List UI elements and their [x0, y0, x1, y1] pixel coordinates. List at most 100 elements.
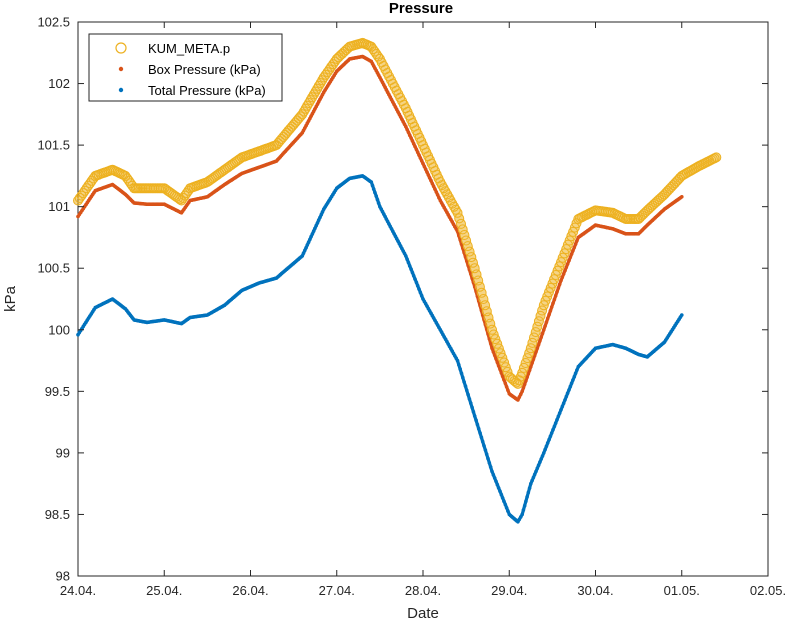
data-point	[467, 397, 472, 401]
y-axis-label: kPa	[2, 285, 19, 312]
data-point	[314, 223, 319, 228]
data-point	[440, 186, 451, 197]
data-point	[316, 218, 321, 222]
data-point	[535, 310, 546, 321]
data-point	[371, 187, 376, 191]
data-point	[176, 195, 187, 206]
y-tick-label: 99	[56, 445, 70, 460]
data-point	[302, 100, 313, 111]
data-point	[680, 313, 684, 317]
data-point	[205, 174, 216, 185]
data-point	[312, 83, 323, 94]
data-point	[565, 262, 570, 266]
data-point	[494, 357, 498, 361]
data-point	[375, 197, 380, 202]
data-point	[161, 184, 171, 195]
data-point	[487, 461, 492, 465]
legend-marker-total-pressure	[118, 87, 124, 93]
data-point	[450, 204, 461, 215]
data-point	[495, 482, 500, 487]
data-point	[476, 426, 481, 431]
data-point	[476, 287, 487, 298]
data-point	[522, 382, 527, 387]
data-point	[638, 208, 649, 219]
y-tick-label: 102.5	[37, 15, 70, 30]
data-point	[559, 248, 570, 259]
data-point	[410, 139, 415, 143]
data-point	[499, 492, 504, 497]
data-point	[545, 441, 550, 445]
data-point	[569, 252, 574, 256]
x-tick-label: 28.04.	[405, 583, 441, 598]
data-point	[563, 398, 567, 402]
data-point	[538, 460, 542, 464]
data-point	[633, 214, 644, 224]
data-point	[468, 257, 478, 268]
data-point	[482, 444, 486, 448]
data-point	[221, 163, 232, 174]
data-point	[485, 318, 496, 329]
data-point	[552, 424, 557, 429]
data-point	[181, 188, 192, 199]
data-point	[548, 434, 553, 439]
data-point	[475, 422, 480, 427]
data-point	[542, 291, 553, 302]
data-point	[118, 170, 129, 181]
data-point	[500, 362, 511, 373]
data-point	[555, 417, 559, 422]
data-point	[415, 283, 420, 288]
data-point	[179, 190, 190, 201]
data-point	[324, 64, 335, 75]
data-point	[522, 503, 527, 508]
data-point	[552, 297, 557, 302]
data-point	[368, 44, 378, 55]
data-point	[442, 189, 453, 200]
data-point	[494, 479, 498, 484]
data-point	[219, 164, 230, 175]
data-point	[417, 287, 421, 291]
data-point	[465, 388, 469, 393]
data-point	[223, 162, 234, 173]
data-point	[307, 92, 318, 103]
data-point	[534, 469, 538, 474]
data-point	[331, 53, 342, 64]
data-point	[458, 367, 463, 371]
data-point	[88, 173, 99, 184]
data-point	[406, 260, 411, 265]
data-point	[73, 195, 83, 206]
data-point	[560, 275, 565, 280]
data-point	[469, 263, 480, 274]
data-point	[409, 136, 413, 140]
data-point	[499, 371, 504, 375]
data-point	[405, 257, 409, 262]
data-point	[524, 379, 528, 383]
data-point	[452, 207, 463, 218]
data-point	[531, 475, 536, 480]
data-point	[522, 353, 533, 364]
data-point	[78, 188, 89, 199]
data-point	[551, 301, 555, 306]
data-point	[335, 50, 346, 61]
legend-entry-total-pressure: Total Pressure (kPa)	[148, 83, 266, 98]
data-point	[318, 215, 322, 220]
data-point	[122, 173, 133, 184]
data-point	[556, 414, 561, 419]
data-point	[500, 374, 505, 379]
y-tick-label: 101.5	[37, 138, 70, 153]
data-point	[525, 375, 529, 380]
data-point	[464, 246, 475, 257]
data-point	[474, 418, 478, 423]
data-point	[569, 222, 580, 233]
data-point	[490, 346, 494, 351]
data-point	[557, 252, 568, 263]
data-point	[517, 367, 528, 378]
data-point	[315, 78, 326, 89]
x-tick-label: 27.04.	[319, 583, 355, 598]
data-point	[569, 381, 574, 386]
data-point	[443, 192, 454, 203]
data-point	[472, 414, 477, 418]
data-point	[530, 478, 534, 483]
data-point	[529, 332, 539, 343]
data-point	[637, 210, 648, 221]
data-point	[529, 364, 533, 369]
